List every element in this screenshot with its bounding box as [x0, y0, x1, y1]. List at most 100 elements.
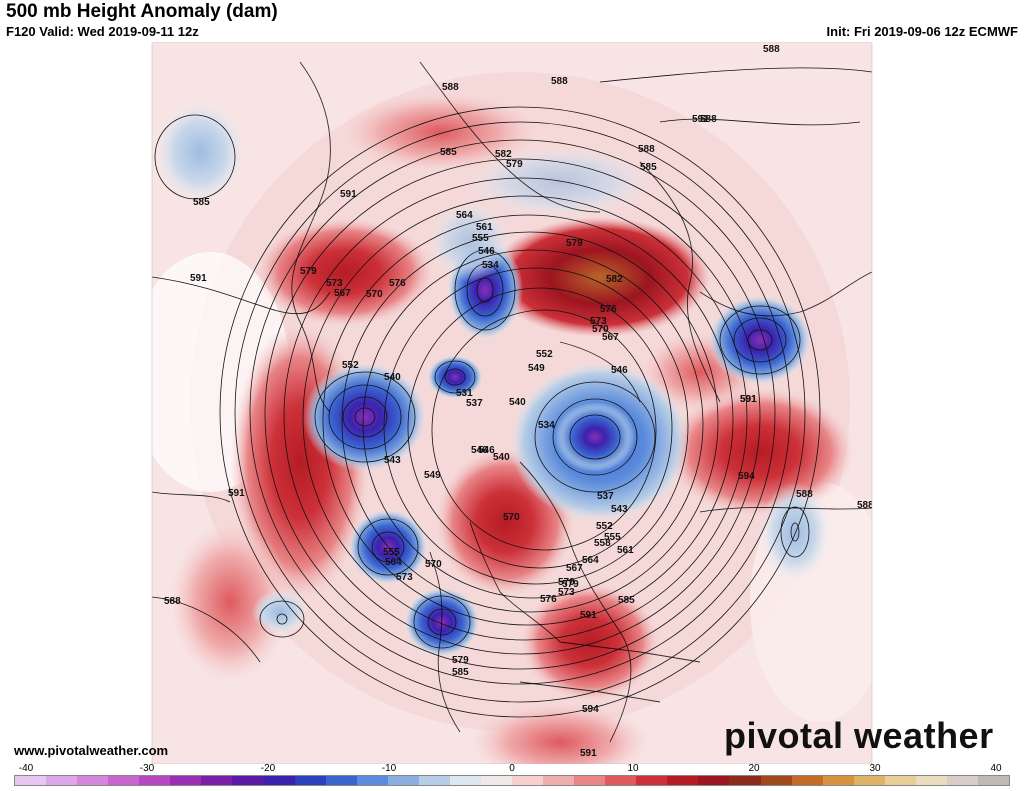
- orange-anomaly-siberia: [490, 217, 710, 337]
- contour-label: 531: [456, 388, 473, 399]
- contour-label: 576: [389, 278, 406, 289]
- contour-label: 585: [440, 147, 457, 158]
- contour-label: 591: [580, 748, 597, 759]
- contour-label: 591: [340, 189, 357, 200]
- colorbar-swatch: [46, 776, 78, 785]
- contour-label: 585: [618, 595, 635, 606]
- contour-label: 555: [383, 547, 400, 558]
- contour-label: 573: [590, 316, 607, 327]
- contour-label: 579: [562, 579, 579, 590]
- contour-label: 567: [566, 563, 583, 574]
- contour-label: 558: [594, 538, 611, 549]
- contour-label: 591: [740, 394, 757, 405]
- contour-label: 591: [228, 488, 245, 499]
- colorbar-swatch: [946, 776, 978, 785]
- coastlines: [291, 61, 872, 743]
- colorbar-swatch: [294, 776, 326, 785]
- colorbar-swatch: [77, 776, 109, 785]
- contour-label: 537: [466, 398, 483, 409]
- colorbar-swatch: [543, 776, 575, 785]
- red-anomaly-east: [665, 387, 855, 517]
- colorbar-tick-label: -20: [260, 763, 276, 774]
- contour-label: 540: [493, 452, 510, 463]
- contour-label: 576: [600, 304, 617, 315]
- contour-label: 588: [763, 44, 780, 55]
- colorbar-tick-label: 40: [990, 763, 1002, 774]
- contour-label: 540: [509, 397, 526, 408]
- colorbar-swatch: [915, 776, 947, 785]
- colorbar-swatch: [605, 776, 637, 785]
- contour-label: 570: [558, 577, 575, 588]
- valid-time: F120 Valid: Wed 2019-09-11 12z: [6, 24, 199, 39]
- colorbar-swatch: [139, 776, 171, 785]
- colorbar-swatch: [480, 776, 512, 785]
- contour-label: 582: [495, 149, 512, 160]
- colorbar: [14, 775, 1010, 786]
- colorbar-swatch: [977, 776, 1009, 785]
- colorbar-swatch: [15, 776, 47, 785]
- contour-label: 546: [478, 445, 495, 456]
- contour-label: 543: [611, 504, 628, 515]
- contour-label: 591: [580, 610, 597, 621]
- colorbar-swatch: [325, 776, 357, 785]
- colorbar-tick-label: 10: [627, 763, 639, 774]
- colorbar-swatch: [356, 776, 388, 785]
- contour-label: 555: [472, 233, 489, 244]
- colorbar-swatch: [853, 776, 885, 785]
- colorbar-tick-label: -10: [381, 763, 397, 774]
- colorbar-swatch: [636, 776, 668, 785]
- colorbar-swatch: [418, 776, 450, 785]
- colorbar-swatch: [884, 776, 916, 785]
- website-url[interactable]: www.pivotalweather.com: [14, 743, 169, 758]
- contour-label: 564: [385, 557, 402, 568]
- contour-label: 570: [425, 559, 442, 570]
- colorbar-swatch: [449, 776, 481, 785]
- contour-label: 570: [503, 512, 520, 523]
- contour-label: 567: [602, 332, 619, 343]
- contour-label: 546: [478, 246, 495, 257]
- contour-label: 552: [342, 360, 359, 371]
- contour-label: 534: [482, 260, 499, 271]
- contour-label: 588: [857, 500, 874, 511]
- contour-label: 591: [190, 273, 207, 284]
- contour-label: 564: [582, 555, 599, 566]
- blue-anomaly-west: [303, 362, 427, 472]
- colorbar-swatch: [201, 776, 233, 785]
- colorbar-swatch: [170, 776, 202, 785]
- contour-label: 573: [326, 278, 343, 289]
- colorbar-tick-label: -30: [139, 763, 155, 774]
- pivotal-weather-logo: pivotal weather: [724, 715, 994, 756]
- colorbar-swatch: [729, 776, 761, 785]
- contour-label: 585: [193, 197, 210, 208]
- colorbar-tick-label: -40: [18, 763, 34, 774]
- contour-label: 588: [796, 489, 813, 500]
- red-anomaly-alaska: [255, 217, 435, 327]
- contour-label: 579: [452, 655, 469, 666]
- contour-label: 594: [582, 704, 599, 715]
- colorbar-swatch: [387, 776, 419, 785]
- colorbar-tick-label: 30: [869, 763, 881, 774]
- height-contours: [152, 67, 872, 718]
- contour-label: 549: [528, 363, 545, 374]
- contour-label: 561: [476, 222, 493, 233]
- colorbar-tick-label: 20: [748, 763, 760, 774]
- colorbar-swatch: [822, 776, 854, 785]
- contour-label: 579: [506, 159, 523, 170]
- contour-label: 582: [606, 274, 623, 285]
- contour-label: 549: [424, 470, 441, 481]
- contour-label: 585: [640, 162, 657, 173]
- colorbar-swatch: [232, 776, 264, 785]
- init-time: Init: Fri 2019-09-06 12z ECMWF: [826, 24, 1018, 39]
- colorbar-swatch: [512, 776, 544, 785]
- contour-label: 546: [471, 445, 488, 456]
- colorbar-swatch: [667, 776, 699, 785]
- colorbar-swatch: [108, 776, 140, 785]
- colorbar-swatch: [263, 776, 295, 785]
- contour-label: 588: [551, 76, 568, 87]
- contour-label: 579: [300, 266, 317, 277]
- contour-label: 534: [538, 420, 555, 431]
- colorbar-swatch: [698, 776, 730, 785]
- contour-label: 588: [164, 596, 181, 607]
